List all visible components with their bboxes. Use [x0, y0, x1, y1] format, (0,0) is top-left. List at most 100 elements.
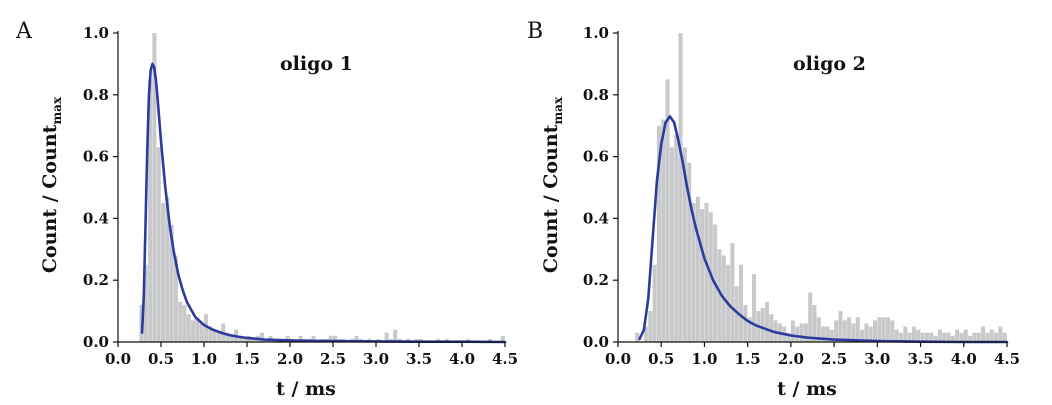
- panel-b-histogram-bar: [933, 335, 938, 342]
- panel-b-histogram-bar: [674, 134, 679, 342]
- panel-b-histogram-bar: [838, 311, 843, 342]
- panel-b-x-tick-label: 2.0: [778, 350, 804, 368]
- panel-a-plot-area: 0.0 0.2 0.4 0.6 0.8 1.0 0.0 0.5 1.0 1.5 2.0 2.5 3.0 3…: [83, 24, 518, 368]
- panel-a-histogram-bar: [229, 335, 234, 342]
- panel-b-plot-area: 0.0 0.2 0.4 0.6 0.8 1.0 0.0 0.5 1.0 1.5 2.0 2.5 3.0 3…: [583, 24, 1020, 368]
- panel-a-y-tick-label: 0.0: [83, 333, 109, 351]
- panel-a-histogram-bar: [182, 304, 187, 342]
- panel-a-x-tick-label: 2.5: [320, 350, 346, 368]
- panel-b-x-tick-label: 0.0: [605, 350, 631, 368]
- panel-a-x-tick-label: 4.0: [449, 350, 475, 368]
- panel-b-x-tick-label: 4.0: [951, 350, 977, 368]
- panel-a-histogram-bar: [354, 335, 359, 342]
- panel-b-histogram-bar: [868, 326, 873, 342]
- panel-b-histogram-bar: [881, 317, 886, 342]
- panel-b-histogram-bar: [885, 317, 890, 342]
- panel-a-histogram-bar: [285, 335, 290, 342]
- panel-b-histogram-bar: [929, 332, 934, 342]
- panel-a-histogram-bar: [259, 332, 264, 342]
- panel-b: B oligo 2 Count / Countmax t / ms 0.0 0.2…: [527, 19, 1020, 400]
- panel-b-histogram-bar: [648, 311, 653, 342]
- panel-b-histogram-bar: [743, 304, 748, 342]
- panel-b-histogram-bar: [656, 125, 661, 342]
- panel-b-histogram-bar: [769, 314, 774, 342]
- panel-b-histogram-bar: [955, 329, 960, 342]
- panel-b-histogram-bar: [898, 332, 903, 342]
- panel-b-histogram-bar: [795, 326, 800, 342]
- panel-b-x-tick-label: 0.5: [648, 350, 674, 368]
- panel-a-histogram-bar: [161, 202, 165, 342]
- panel-b-histogram-bar: [825, 326, 830, 342]
- panel-a-histogram-bar: [251, 338, 256, 342]
- panel-b-xlabel: t / ms: [777, 378, 837, 400]
- panel-b-histogram-bar: [643, 326, 648, 342]
- panel-a-histogram-bar: [216, 332, 221, 342]
- panel-a-x-tick-label: 0.0: [105, 350, 131, 368]
- panel-b-histogram-bar: [678, 33, 683, 342]
- panel-b-x-tick-label: 2.5: [821, 350, 847, 368]
- panel-a-histogram-bar: [208, 326, 213, 342]
- panel-a-letter: A: [15, 19, 33, 44]
- panel-b-x-tick-label: 3.5: [908, 350, 934, 368]
- panel-b-y-tick-label: 0.0: [583, 333, 609, 351]
- panel-b-y-tick-label: 1.0: [583, 24, 609, 42]
- panel-b-histogram-bar: [916, 329, 921, 342]
- panel-b-histogram-bar: [937, 329, 942, 342]
- panel-b-histogram-bar: [1002, 332, 1007, 342]
- panel-a-ylabel-main: Count / Count: [39, 124, 61, 273]
- panel-a-xlabel: t / ms: [276, 378, 336, 400]
- panel-a-x-tick-label: 3.5: [406, 350, 432, 368]
- panel-b-histogram-bar: [855, 317, 860, 342]
- panel-a-histogram-bar: [393, 329, 398, 342]
- panel-b-histogram-bar: [803, 323, 808, 342]
- panel-b-histogram-bar: [946, 332, 951, 342]
- panel-b-ylabel: Count / Countmax: [540, 96, 565, 273]
- panel-b-y-tick-label: 0.4: [583, 209, 609, 227]
- panel-b-histogram-bar: [829, 329, 834, 342]
- panel-b-histogram-bar: [812, 304, 817, 342]
- panel-b-histogram-bar: [963, 329, 968, 342]
- panel-b-histogram-bar: [786, 332, 791, 342]
- panel-b-histogram-bar: [834, 320, 839, 342]
- panel-b-histogram-bar: [760, 308, 765, 342]
- panel-b-histogram-bar: [704, 202, 709, 342]
- panel-b-histogram-bar: [687, 162, 692, 342]
- panel-b-histogram-bar: [985, 332, 990, 342]
- panel-b-histogram-bar: [847, 317, 852, 342]
- panel-a-histogram-bar: [328, 335, 333, 342]
- panel-b-histogram-bar: [700, 209, 705, 342]
- panel-a-histogram-bar: [212, 329, 217, 342]
- panel-b-histogram-bar: [799, 323, 804, 342]
- panel-b-histogram-bar: [665, 79, 670, 342]
- panel-b-histogram-bar: [864, 323, 869, 342]
- panel-b-x-tick-label: 3.0: [864, 350, 890, 368]
- panel-b-histogram-bar: [842, 320, 847, 342]
- panel-b-histogram-bar: [730, 243, 735, 342]
- panel-a-histogram-bar: [186, 314, 191, 342]
- panel-a-x-tick-label: 3.0: [363, 350, 389, 368]
- panel-b-ylabel-sub: max: [551, 96, 565, 124]
- panel-b-y-tick-label: 0.8: [583, 86, 609, 104]
- panel-b-histogram-bar: [851, 323, 856, 342]
- panel-b-y-tick-label: 0.2: [583, 271, 609, 289]
- panel-b-histogram-bar: [747, 317, 752, 342]
- panel-b-title: oligo 2: [793, 53, 866, 75]
- panel-a-histogram-bar: [199, 323, 204, 342]
- panel-a-histogram-bar: [384, 332, 389, 342]
- panel-a-histogram-bar: [487, 338, 492, 342]
- panel-b-histogram-bar: [920, 332, 925, 342]
- panel-b-histogram-bar: [877, 317, 882, 342]
- panel-b-histogram-bar: [808, 292, 813, 342]
- panel-a-histogram-bar: [311, 335, 316, 342]
- panel-a-y-tick-label: 0.4: [83, 209, 109, 227]
- panel-b-histogram-bar: [695, 196, 700, 342]
- panel-b-histogram-bar: [994, 332, 999, 342]
- panel-a-histogram-bar: [333, 335, 337, 342]
- panel-b-histogram-bar: [751, 274, 757, 342]
- panel-a-histogram-bar: [169, 224, 174, 342]
- panel-a-ylabel-sub: max: [50, 96, 64, 124]
- panel-b-histogram-bar: [907, 332, 912, 342]
- panel-b-histogram-bar: [942, 332, 947, 342]
- panel-b-histogram-bar: [989, 329, 994, 342]
- panel-b-histogram-bar: [968, 335, 973, 342]
